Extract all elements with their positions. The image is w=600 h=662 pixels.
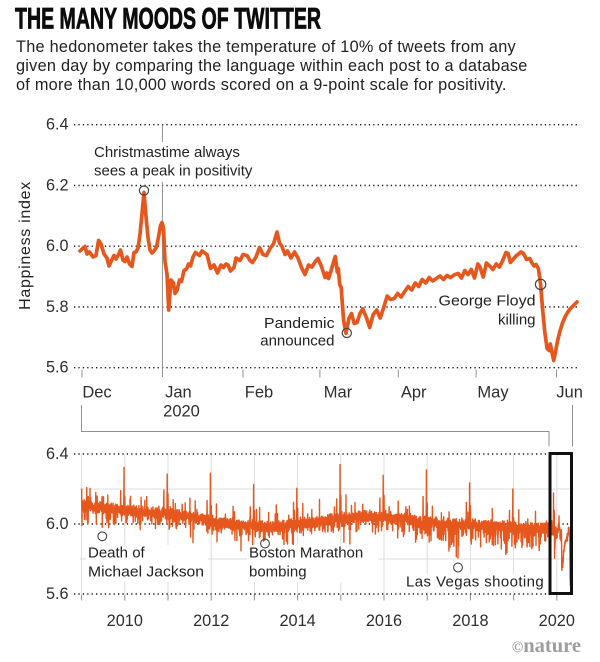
svg-text:6.4: 6.4 bbox=[46, 116, 69, 134]
svg-text:Apr: Apr bbox=[401, 383, 427, 401]
svg-text:©nature: ©nature bbox=[512, 635, 581, 657]
svg-text:2010: 2010 bbox=[107, 612, 143, 630]
svg-text:Jan: Jan bbox=[165, 383, 192, 401]
svg-text:5.6: 5.6 bbox=[46, 585, 69, 603]
svg-text:2020: 2020 bbox=[163, 403, 200, 421]
svg-text:5.8: 5.8 bbox=[46, 298, 69, 316]
svg-text:given day by comparing the lan: given day by comparing the language with… bbox=[16, 57, 528, 75]
svg-text:Jun: Jun bbox=[556, 383, 583, 401]
svg-text:2018: 2018 bbox=[452, 612, 488, 630]
svg-text:6.0: 6.0 bbox=[46, 515, 69, 533]
svg-text:Dec: Dec bbox=[82, 383, 111, 401]
svg-text:killing: killing bbox=[498, 312, 536, 329]
svg-text:Las Vegas shooting: Las Vegas shooting bbox=[406, 574, 544, 591]
svg-text:THE MANY MOODS OF TWITTER: THE MANY MOODS OF TWITTER bbox=[15, 3, 321, 36]
svg-text:Feb: Feb bbox=[245, 383, 273, 401]
svg-text:announced: announced bbox=[260, 332, 334, 349]
svg-text:bombing: bombing bbox=[249, 564, 307, 581]
svg-text:sees a peak in positivity: sees a peak in positivity bbox=[94, 163, 253, 180]
svg-text:Christmastime always: Christmastime always bbox=[94, 144, 240, 161]
svg-text:Mar: Mar bbox=[324, 383, 353, 401]
svg-text:Death of: Death of bbox=[88, 545, 146, 562]
svg-text:5.6: 5.6 bbox=[46, 359, 69, 377]
svg-text:Pandemic: Pandemic bbox=[264, 315, 335, 332]
svg-text:May: May bbox=[477, 383, 509, 401]
svg-text:2020: 2020 bbox=[539, 612, 575, 630]
svg-text:6.2: 6.2 bbox=[46, 176, 69, 194]
svg-text:Boston Marathon: Boston Marathon bbox=[249, 545, 363, 562]
svg-text:6.4: 6.4 bbox=[46, 445, 69, 463]
svg-text:of more than 10,000 words scor: of more than 10,000 words scored on a 9-… bbox=[16, 76, 507, 94]
svg-text:Michael Jackson: Michael Jackson bbox=[88, 564, 204, 581]
svg-text:Happiness index: Happiness index bbox=[17, 181, 34, 310]
svg-text:George Floyd: George Floyd bbox=[439, 293, 536, 310]
svg-text:The hedonometer takes the temp: The hedonometer takes the temperature of… bbox=[16, 38, 517, 56]
svg-text:6.0: 6.0 bbox=[46, 237, 69, 255]
svg-text:2016: 2016 bbox=[366, 612, 402, 630]
svg-text:2012: 2012 bbox=[193, 612, 229, 630]
svg-text:2014: 2014 bbox=[279, 612, 315, 630]
